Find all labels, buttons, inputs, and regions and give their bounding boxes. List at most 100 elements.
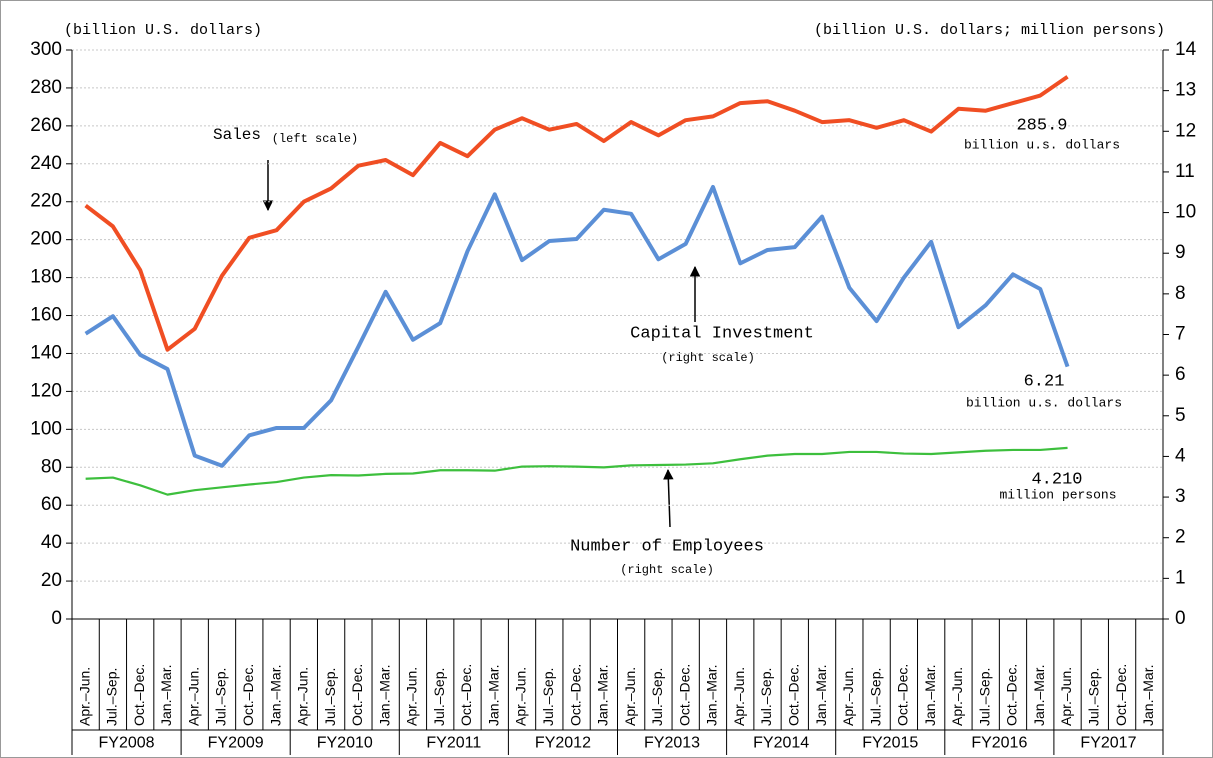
series-line [84, 184, 1070, 468]
x-tick-label: Apr.–Jun. [949, 667, 965, 726]
y2-tick-label: 8 [1175, 283, 1186, 304]
fiscal-year-label: FY2008 [99, 735, 155, 752]
y2-tick-label: 4 [1175, 445, 1186, 466]
y2-tick-label: 13 [1175, 80, 1196, 101]
x-tick-label: Jul.–Sep. [758, 668, 774, 726]
x-tick-label: Oct.–Dec. [785, 664, 801, 726]
x-tick-label: Oct.–Dec. [349, 664, 365, 726]
series-line [85, 446, 1068, 496]
series-note: (right scale) [620, 563, 714, 577]
fiscal-year-label: FY2013 [644, 735, 700, 752]
y2-tick-label: 1 [1175, 567, 1186, 588]
y2-tick-label: 5 [1175, 405, 1186, 426]
x-tick-label: Oct.–Dec. [567, 664, 583, 726]
x-tick-label: Jan.–Mar. [485, 665, 501, 726]
series-name: Number of Employees [570, 537, 764, 556]
y-tick-label: 140 [30, 342, 62, 363]
y-tick-label: 0 [51, 608, 62, 629]
x-tick-label: Jan.–Mar. [922, 665, 938, 726]
x-tick-label: Oct.–Dec. [1113, 664, 1129, 726]
x-tick-label: Jul.–Sep. [649, 668, 665, 726]
x-tick-label: Apr.–Jun. [1058, 667, 1074, 726]
x-tick-label: Apr.–Jun. [622, 667, 638, 726]
x-tick-label: Jan.–Mar. [158, 665, 174, 726]
x-tick-label: Jan.–Mar. [1031, 665, 1047, 726]
x-tick-label: Apr.–Jun. [840, 667, 856, 726]
series-name: Capital Investment [630, 324, 814, 343]
y2-tick-label: 6 [1175, 364, 1186, 385]
y-tick-label: 300 [30, 39, 62, 60]
arrow [663, 468, 674, 528]
series-note: (right scale) [661, 351, 755, 365]
y-tick-label: 20 [41, 570, 62, 591]
x-tick-label: Jul.–Sep. [1086, 668, 1102, 726]
y2-tick-label: 3 [1175, 486, 1186, 507]
x-tick-label: Jan.–Mar. [595, 665, 611, 726]
x-tick-label: Oct.–Dec. [1004, 664, 1020, 726]
x-tick-label: Jan.–Mar. [376, 665, 392, 726]
fiscal-year-label: FY2011 [426, 735, 481, 752]
x-tick-label: Oct.–Dec. [458, 664, 474, 726]
value-label: 6.21 [1024, 372, 1065, 391]
y-tick-label: 60 [41, 494, 62, 515]
x-tick-label: Jan.–Mar. [813, 665, 829, 726]
series-line [84, 75, 1069, 352]
x-tick-label: Jan.–Mar. [704, 665, 720, 726]
y-axis-title: (billion U.S. dollars) [64, 22, 262, 39]
y-tick-label: 180 [30, 267, 62, 288]
y2-tick-label: 7 [1175, 324, 1186, 345]
y-tick-label: 260 [30, 115, 62, 136]
x-tick-label: Apr.–Jun. [295, 667, 311, 726]
y2-axis-title: (billion U.S. dollars; million persons) [814, 22, 1165, 39]
x-tick-label: Jul.–Sep. [213, 668, 229, 726]
fiscal-year-label: FY2012 [535, 735, 591, 752]
value-label: 4.210 [1031, 470, 1082, 489]
y2-tick-label: 10 [1175, 202, 1196, 223]
unit-label: billion u.s. dollars [964, 137, 1120, 152]
value-label: 285.9 [1016, 116, 1067, 135]
y-tick-label: 200 [30, 229, 62, 250]
y2-tick-label: 0 [1175, 608, 1186, 629]
x-tick-label: Apr.–Jun. [731, 667, 747, 726]
fiscal-year-label: FY2009 [208, 735, 264, 752]
x-tick-label: Apr.–Jun. [76, 667, 92, 726]
fiscal-year-label: FY2010 [317, 735, 373, 752]
x-tick-label: Jul.–Sep. [322, 668, 338, 726]
unit-label: billion u.s. dollars [966, 395, 1122, 410]
y2-tick-label: 14 [1175, 39, 1197, 60]
series-name: Sales [213, 126, 261, 144]
y2-tick-label: 11 [1175, 161, 1195, 182]
x-tick-label: Jan.–Mar. [1140, 665, 1156, 726]
fiscal-year-label: FY2014 [753, 735, 809, 752]
x-tick-label: Jul.–Sep. [867, 668, 883, 726]
x-tick-label: Apr.–Jun. [404, 667, 420, 726]
x-tick-label: Oct.–Dec. [240, 664, 256, 726]
x-tick-label: Apr.–Jun. [185, 667, 201, 726]
x-tick-label: Jul.–Sep. [540, 668, 556, 726]
y-tick-label: 280 [30, 77, 62, 98]
x-tick-label: Jan.–Mar. [267, 665, 283, 726]
x-tick-label: Oct.–Dec. [131, 664, 147, 726]
y2-tick-label: 9 [1175, 242, 1186, 263]
y-tick-label: 240 [30, 153, 62, 174]
y-tick-label: 160 [30, 305, 62, 326]
y2-tick-label: 2 [1175, 527, 1186, 548]
y-tick-label: 220 [30, 191, 62, 212]
unit-label: million persons [999, 487, 1116, 502]
fiscal-year-label: FY2016 [971, 735, 1027, 752]
y-tick-label: 100 [30, 418, 62, 439]
x-tick-label: Jul.–Sep. [104, 668, 120, 726]
x-tick-label: Oct.–Dec. [895, 664, 911, 726]
y2-tick-label: 12 [1175, 120, 1196, 141]
x-tick-label: Oct.–Dec. [676, 664, 692, 726]
x-tick-label: Jul.–Sep. [976, 668, 992, 726]
series-note: (left scale) [272, 132, 358, 146]
x-tick-label: Apr.–Jun. [513, 667, 529, 726]
y-tick-label: 80 [41, 456, 62, 477]
y-tick-label: 120 [30, 380, 62, 401]
y-tick-label: 40 [41, 532, 62, 553]
x-tick-label: Jul.–Sep. [431, 668, 447, 726]
fiscal-year-label: FY2015 [862, 735, 918, 752]
